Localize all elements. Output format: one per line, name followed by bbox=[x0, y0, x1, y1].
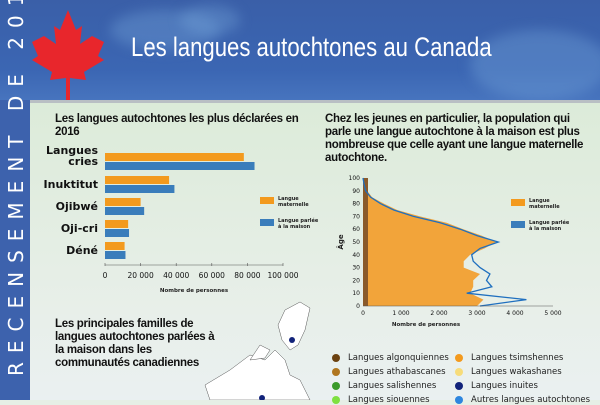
x-axis-label: Nombre de personnes bbox=[160, 288, 229, 294]
census-sidebar: RECENSEMENT DE 2016 bbox=[0, 0, 30, 400]
y-tick-label: 30 bbox=[352, 265, 360, 272]
area-mother-tongue bbox=[363, 178, 496, 306]
bar-mother bbox=[105, 153, 244, 161]
bar-mother bbox=[105, 198, 141, 206]
legend-label: à la maison bbox=[278, 223, 311, 230]
page-title: Les langues autochtones au Canada bbox=[131, 32, 492, 62]
legend-label: Langues siouennes bbox=[348, 395, 430, 405]
y-tick-label: 40 bbox=[352, 252, 360, 259]
legend-label: Langues algonquiennes bbox=[348, 353, 449, 363]
map-marker bbox=[289, 337, 295, 343]
legend-swatch bbox=[260, 197, 274, 204]
x-tick-label: 5 000 bbox=[544, 310, 561, 317]
bar-chart-title: Les langues autochtones les plus déclaré… bbox=[55, 113, 299, 138]
legend-swatch bbox=[511, 221, 525, 228]
legend-dot-icon bbox=[455, 368, 463, 376]
map-legend-item: Langues tsimshennes bbox=[455, 353, 563, 363]
legend-label: Langue bbox=[529, 198, 550, 204]
legend-dot-icon bbox=[455, 354, 463, 362]
bar-home bbox=[105, 207, 145, 215]
legend-dot-icon bbox=[332, 368, 340, 376]
legend-label: maternelle bbox=[278, 202, 309, 208]
x-tick-label: 2 000 bbox=[430, 310, 447, 317]
legend-label: Langues tsimshennes bbox=[471, 353, 564, 363]
y-axis-label: Âge bbox=[336, 234, 345, 249]
legend-label: Langues wakashanes bbox=[471, 367, 562, 377]
legend-label: Langue bbox=[278, 196, 299, 202]
y-tick-label: 100 bbox=[349, 175, 361, 182]
legend-label: Langue parlée bbox=[529, 219, 570, 226]
x-tick-label: 0 bbox=[103, 271, 108, 280]
legend-dot-icon bbox=[455, 382, 463, 390]
maple-leaf-logo bbox=[32, 10, 104, 100]
bar-mother bbox=[105, 242, 125, 250]
legend-label: à la maison bbox=[529, 225, 562, 232]
legend-label: Langues salishennes bbox=[348, 381, 437, 391]
y-tick-label: 10 bbox=[352, 290, 360, 297]
legend-label: Autres langues autochtones bbox=[471, 395, 591, 405]
legend-dot-icon bbox=[332, 382, 340, 390]
y-tick-label: 90 bbox=[352, 188, 360, 195]
y-tick-label: 50 bbox=[352, 239, 360, 246]
legend-label: Langue parlée bbox=[278, 217, 319, 224]
x-tick-label: 20 000 bbox=[127, 271, 153, 280]
legend-dot-icon bbox=[332, 354, 340, 362]
age-axis-bar bbox=[363, 178, 368, 306]
bar-home bbox=[105, 229, 130, 237]
x-tick-label: 60 000 bbox=[199, 271, 225, 280]
map-legend-item: Langues inuites bbox=[455, 381, 538, 391]
y-tick-label: 60 bbox=[352, 226, 360, 233]
bar-home bbox=[105, 251, 126, 259]
map-legend-item: Langues siouennes bbox=[332, 395, 430, 405]
x-tick-label: 40 000 bbox=[163, 271, 189, 280]
x-tick-label: 100 000 bbox=[267, 271, 298, 280]
map-legend-item: Langues salishennes bbox=[332, 381, 436, 391]
legend-swatch bbox=[260, 219, 274, 226]
bar-mother bbox=[105, 176, 170, 184]
pyramid-chart-title: Chez les jeunes en particulier, la popul… bbox=[325, 113, 584, 164]
x-tick-label: 3 000 bbox=[468, 310, 485, 317]
category-label: Oji-cri bbox=[61, 222, 98, 235]
line-home-language bbox=[362, 177, 527, 307]
content-panel bbox=[30, 100, 600, 400]
header-banner: Les langues autochtones au Canada bbox=[0, 0, 600, 100]
x-tick-label: 80 000 bbox=[234, 271, 260, 280]
legend-label: Langues inuites bbox=[471, 381, 538, 391]
y-tick-label: 80 bbox=[352, 201, 360, 208]
category-label: Inuktitut bbox=[44, 178, 98, 191]
y-tick-label: 20 bbox=[352, 277, 360, 284]
x-tick-label: 4 000 bbox=[506, 310, 523, 317]
map-legend-item: Autres langues autochtones bbox=[455, 395, 590, 405]
bar-home bbox=[105, 185, 175, 193]
x-tick-label: 1 000 bbox=[392, 310, 409, 317]
bar-home bbox=[105, 162, 255, 170]
legend-dot-icon bbox=[455, 396, 463, 404]
y-tick-label: 70 bbox=[352, 213, 360, 220]
map-legend-item: Langues algonquiennes bbox=[332, 353, 449, 363]
legend-label: maternelle bbox=[529, 204, 560, 210]
legend-label: Langues athabascanes bbox=[348, 367, 446, 377]
map-legend-item: Langues wakashanes bbox=[455, 367, 562, 377]
x-axis-label: Nombre de personnes bbox=[392, 322, 461, 328]
category-label: Ojibwé bbox=[56, 200, 98, 213]
canada-map bbox=[204, 301, 311, 400]
y-tick-label: 0 bbox=[356, 303, 360, 310]
map-title: Les principales familles de langues auto… bbox=[55, 318, 215, 369]
x-tick-label: 0 bbox=[361, 310, 365, 317]
bar-mother bbox=[105, 220, 129, 228]
category-label: cries bbox=[68, 155, 98, 168]
category-label: Langues bbox=[46, 144, 98, 157]
map-legend-item: Langues athabascanes bbox=[332, 367, 446, 377]
legend-dot-icon bbox=[332, 396, 340, 404]
category-label: Déné bbox=[66, 244, 98, 257]
map-marker bbox=[259, 395, 265, 400]
legend-swatch bbox=[511, 199, 525, 206]
